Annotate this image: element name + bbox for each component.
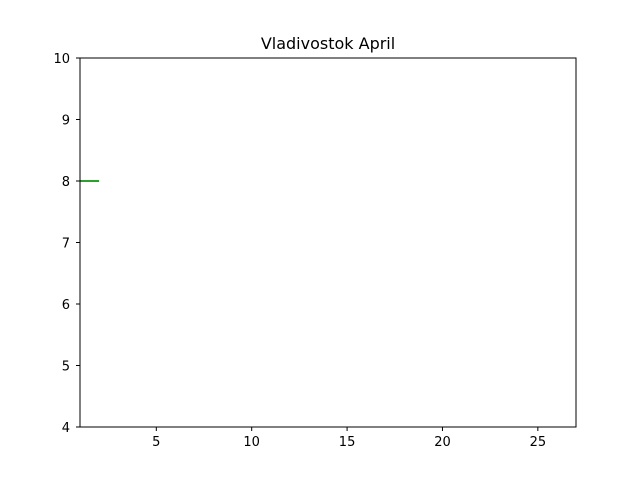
y-tick-label: 4 — [62, 421, 70, 436]
x-tick-label: 15 — [339, 435, 356, 450]
chart-title: Vladivostok April — [261, 34, 395, 53]
x-tick-label: 5 — [152, 435, 160, 450]
y-tick-label: 6 — [62, 298, 70, 313]
y-axis: 4 5 6 7 8 9 10 — [53, 52, 80, 436]
y-tick-label: 7 — [62, 237, 70, 252]
y-tick-label: 8 — [62, 175, 70, 190]
y-tick-label: 5 — [62, 360, 70, 375]
x-tick-label: 10 — [243, 435, 260, 450]
plot-frame — [79, 57, 577, 428]
y-tick-label: 9 — [62, 114, 70, 129]
x-tick-label: 20 — [434, 435, 451, 450]
x-tick-label: 25 — [530, 435, 547, 450]
y-tick-label: 10 — [53, 52, 70, 67]
x-axis: 5 10 15 20 25 — [152, 427, 546, 450]
